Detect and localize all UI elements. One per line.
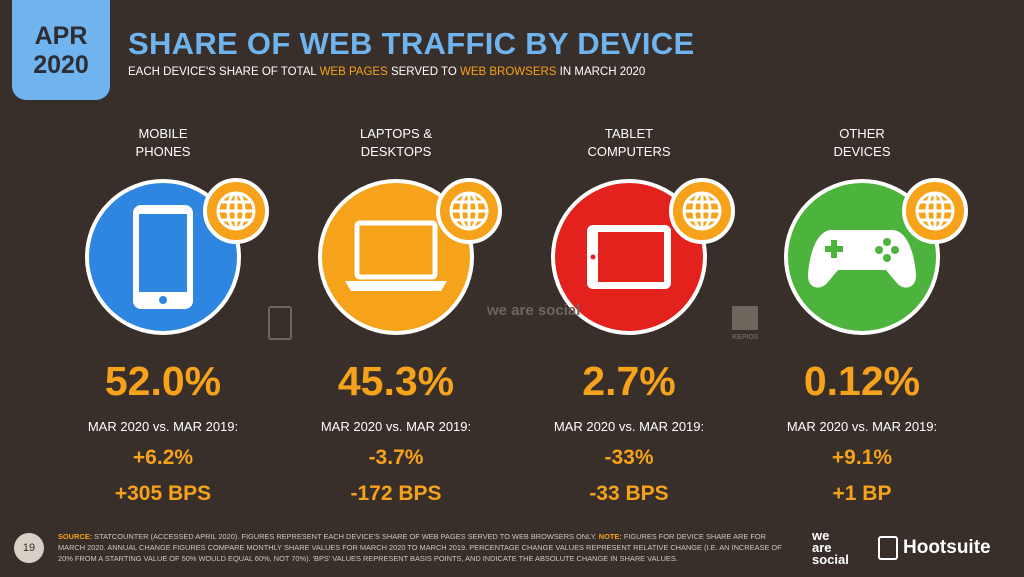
we-are-social-watermark: we are social	[487, 302, 581, 319]
owl-icon	[878, 536, 898, 560]
globe-icon	[203, 178, 269, 244]
share-value: 0.12%	[803, 358, 921, 404]
change-percent: +9.1%	[831, 446, 893, 469]
change-bps: -172 BPS	[350, 482, 442, 505]
change-bps: +1 BP	[832, 482, 892, 505]
share-value: 45.3%	[337, 358, 455, 404]
note-label: NOTE:	[598, 532, 622, 541]
subtitle-text: EACH DEVICE'S SHARE OF TOTAL	[128, 66, 320, 78]
page-subtitle: EACH DEVICE'S SHARE OF TOTAL WEB PAGES S…	[128, 66, 645, 78]
page-title: SHARE OF WEB TRAFFIC BY DEVICE	[128, 26, 695, 61]
date-badge: APR 2020	[12, 0, 110, 100]
comparison-label: MAR 2020 vs. MAR 2019:	[786, 419, 938, 434]
subtitle-text: IN MARCH 2020	[556, 66, 646, 78]
page-number: 19	[14, 533, 44, 563]
change-percent: +6.2%	[132, 446, 194, 469]
globe-icon	[669, 178, 735, 244]
change-bps: +305 BPS	[114, 482, 212, 505]
change-percent: -3.7%	[368, 446, 424, 469]
subtitle-highlight: WEB PAGES	[319, 66, 388, 78]
globe-icon	[436, 178, 502, 244]
tablet-icon	[551, 179, 707, 335]
subtitle-text: SERVED TO	[387, 66, 460, 78]
comparison-label: MAR 2020 vs. MAR 2019:	[87, 419, 239, 434]
source-text: STATCOUNTER (ACCESSED APRIL 2020). FIGUR…	[92, 532, 599, 541]
source-label: SOURCE:	[58, 532, 93, 541]
we-are-social-logo: we are social	[812, 528, 849, 567]
date-year: 2020	[33, 51, 89, 79]
laptop-icon	[318, 179, 474, 335]
change-bps: -33 BPS	[589, 482, 669, 505]
subtitle-highlight: WEB BROWSERS	[459, 66, 557, 78]
date-month: APR	[34, 22, 88, 50]
device-label: MOBILE PHONES	[135, 126, 191, 159]
kepios-watermark: KEPIOS	[732, 306, 758, 343]
device-label: LAPTOPS & DESKTOPS	[359, 126, 432, 159]
device-label: TABLET COMPUTERS	[587, 126, 671, 159]
note-text: FIGURES FOR DEVICE SHARE ARE FOR MARCH 2…	[58, 532, 782, 563]
change-percent: -33%	[604, 446, 654, 469]
device-label: OTHER DEVICES	[833, 126, 891, 159]
share-value: 2.7%	[582, 358, 676, 404]
comparison-label: MAR 2020 vs. MAR 2019:	[320, 419, 472, 434]
footnote: SOURCE: STATCOUNTER (ACCESSED APRIL 2020…	[58, 531, 788, 564]
comparison-label: MAR 2020 vs. MAR 2019:	[553, 419, 705, 434]
owl-watermark-icon	[268, 306, 292, 340]
globe-icon	[902, 178, 968, 244]
share-value: 52.0%	[104, 358, 222, 404]
hootsuite-logo: Hootsuite	[878, 536, 991, 560]
